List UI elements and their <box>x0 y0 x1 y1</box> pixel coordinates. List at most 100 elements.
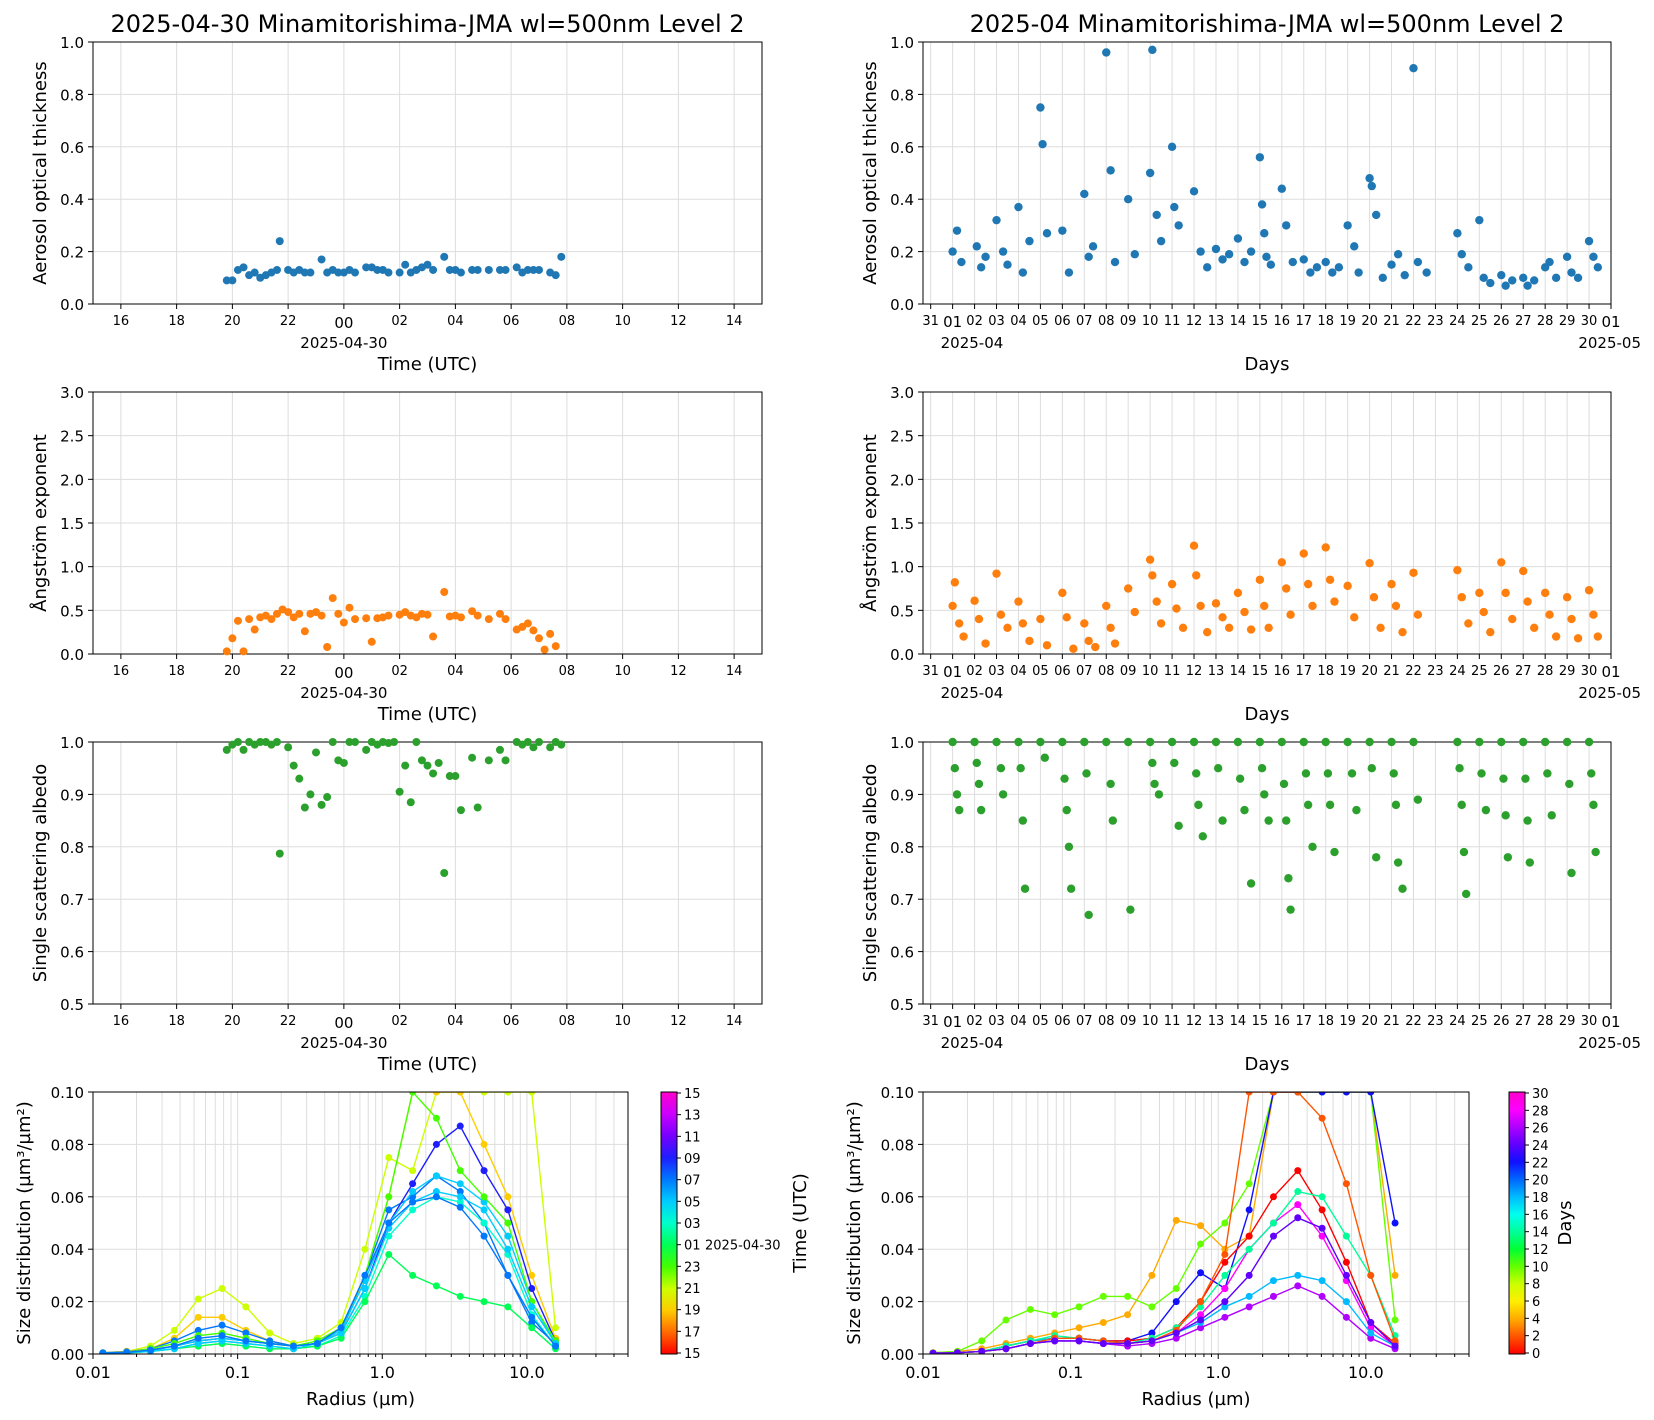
data-point <box>1156 236 1166 246</box>
data-point <box>957 257 966 267</box>
data-point <box>473 611 482 620</box>
data-point <box>1064 268 1074 277</box>
x-tick-label: 06 <box>1054 314 1071 329</box>
series-line <box>102 1125 557 1354</box>
series-point <box>409 1167 417 1175</box>
data-point <box>1499 774 1508 783</box>
x-tick-label: 03 <box>988 1014 1005 1029</box>
series-point <box>1294 1271 1302 1279</box>
data-point <box>981 639 990 648</box>
y-tick-label: 2.5 <box>890 428 914 446</box>
x-tick-label: 18 <box>1317 664 1334 679</box>
series-point <box>1197 1240 1205 1248</box>
series-point <box>218 1285 226 1292</box>
data-point <box>557 740 566 749</box>
x-tick-label: 15 <box>1252 1014 1269 1029</box>
data-point <box>1567 614 1576 624</box>
x-tick-label: 18 <box>1317 314 1334 329</box>
series-point <box>337 1324 345 1332</box>
x-tick-label: 14 <box>726 1014 743 1029</box>
x-tick-label: 03 <box>988 314 1005 329</box>
data-point <box>1354 268 1363 277</box>
x-tick-label: 16 <box>113 1014 130 1029</box>
data-point <box>1025 636 1034 646</box>
x-tick-label: 22 <box>280 1014 297 1029</box>
plot-frame <box>922 741 1612 1005</box>
x-tick-label: 29 <box>1559 664 1576 679</box>
data-point <box>1080 189 1089 199</box>
data-point <box>429 769 438 778</box>
data-point <box>345 603 354 612</box>
data-point <box>1192 571 1201 580</box>
data-point <box>228 634 237 643</box>
data-point <box>1246 625 1256 634</box>
data-point <box>250 625 259 634</box>
y-tick-label: 0.2 <box>60 244 84 262</box>
data-point <box>1475 215 1484 225</box>
data-point <box>1189 541 1199 550</box>
y-tick-label: 2.5 <box>60 428 84 446</box>
colorbar-tick-label: 14 <box>1532 1226 1549 1241</box>
data-point <box>1573 634 1583 643</box>
data-point <box>1110 639 1120 648</box>
data-point <box>952 226 962 235</box>
data-point <box>1409 568 1418 577</box>
data-point <box>1328 268 1337 277</box>
data-point <box>972 758 981 768</box>
x-tick-label: 01 <box>1601 313 1620 331</box>
data-point <box>1014 597 1023 606</box>
data-point <box>1453 737 1462 747</box>
y-axis-label: Aerosol optical thickness <box>860 61 881 284</box>
series-line <box>102 1092 557 1354</box>
data-point <box>1202 627 1212 637</box>
data-point <box>1352 805 1361 815</box>
data-point <box>1422 268 1431 277</box>
chart-title: 2025-04 Minamitorishima-JMA wl=500nm Lev… <box>970 10 1565 38</box>
x-tick-label: 14 <box>1230 1014 1247 1029</box>
data-point <box>1497 737 1506 747</box>
series-point <box>409 1271 417 1279</box>
data-point <box>222 276 231 285</box>
series-point <box>552 1342 560 1350</box>
series-line <box>933 1169 1396 1354</box>
aot-daily-panel: 16 18 20 22 00 02 04 06 08 10 12 14 0.0 0.2 0.4 0.6 0.8 1… <box>30 10 763 375</box>
colorbar-tick-label: 12 <box>1532 1243 1549 1258</box>
data-point <box>1284 874 1293 883</box>
angstrom-monthly-panel: 31 01 02 03 04 05 06 07 08 09 10 11 12 13 14 15 16 17 18 19… <box>859 384 1641 725</box>
x-tick-label: 12 <box>1186 664 1203 679</box>
data-point <box>1040 753 1049 762</box>
data-point <box>1303 800 1313 810</box>
data-point <box>1282 584 1291 593</box>
data-point <box>1486 627 1495 637</box>
data-point <box>1529 276 1539 285</box>
data-point <box>1178 623 1188 632</box>
y-tick-label: 0.2 <box>890 244 914 262</box>
data-point <box>1591 847 1600 857</box>
data-point <box>1567 868 1576 878</box>
x-tick-label: 21 <box>1383 1014 1400 1029</box>
data-point <box>495 609 504 618</box>
series-point <box>504 1303 512 1311</box>
x-tick-label: 12 <box>1186 1014 1203 1029</box>
data-point <box>992 215 1001 225</box>
series-line <box>933 1092 1396 1354</box>
x-tick-label: 25 <box>1471 314 1488 329</box>
y-tick-label: 0.00 <box>881 1346 914 1364</box>
data-point <box>1461 889 1471 899</box>
x-tick-label: 08 <box>1098 314 1115 329</box>
ssa-monthly-panel: 31 01 02 03 04 05 06 07 08 09 10 11 12 13 14 15 16 17 18 19… <box>860 734 1641 1075</box>
x-tick-label: 03 <box>988 664 1005 679</box>
data-point <box>495 265 504 274</box>
colorbar-tick-label: 07 <box>684 1174 701 1189</box>
data-point <box>334 268 343 277</box>
data-point <box>1376 623 1385 632</box>
y-axis-label: Aerosol optical thickness <box>30 61 51 284</box>
x-tick-label: 27 <box>1515 664 1532 679</box>
data-point <box>1501 811 1510 820</box>
x-tick-label: 17 <box>1295 1014 1312 1029</box>
x-tick-label: 06 <box>503 1014 520 1029</box>
data-point <box>948 601 957 611</box>
y-tick-label: 0.8 <box>890 86 914 104</box>
colorbar-tick-label: 19 <box>684 1304 701 1319</box>
chart-title: 2025-04-30 Minamitorishima-JMA wl=500nm … <box>110 10 744 38</box>
